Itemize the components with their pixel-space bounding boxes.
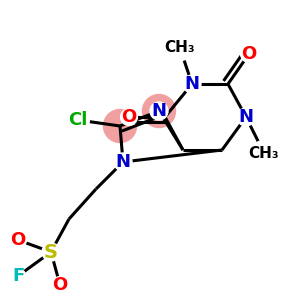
Circle shape (10, 232, 26, 248)
Circle shape (121, 109, 137, 125)
Text: N: N (116, 153, 130, 171)
Text: CH₃: CH₃ (165, 40, 195, 56)
Circle shape (150, 102, 168, 120)
Text: O: O (11, 231, 26, 249)
Circle shape (11, 268, 26, 284)
Circle shape (237, 108, 255, 126)
Text: O: O (242, 45, 256, 63)
Text: F: F (12, 267, 24, 285)
Circle shape (42, 243, 60, 261)
Circle shape (52, 277, 68, 293)
Text: O: O (52, 276, 68, 294)
Circle shape (167, 35, 193, 61)
Text: Cl: Cl (68, 111, 88, 129)
Text: O: O (122, 108, 136, 126)
Circle shape (251, 140, 277, 166)
Circle shape (241, 46, 257, 62)
Circle shape (114, 153, 132, 171)
Circle shape (142, 94, 176, 128)
Text: S: S (44, 242, 58, 262)
Text: CH₃: CH₃ (249, 146, 279, 160)
Circle shape (103, 110, 136, 142)
Text: N: N (184, 75, 200, 93)
Text: N: N (152, 102, 166, 120)
Text: N: N (238, 108, 253, 126)
Circle shape (183, 75, 201, 93)
Circle shape (67, 109, 89, 131)
